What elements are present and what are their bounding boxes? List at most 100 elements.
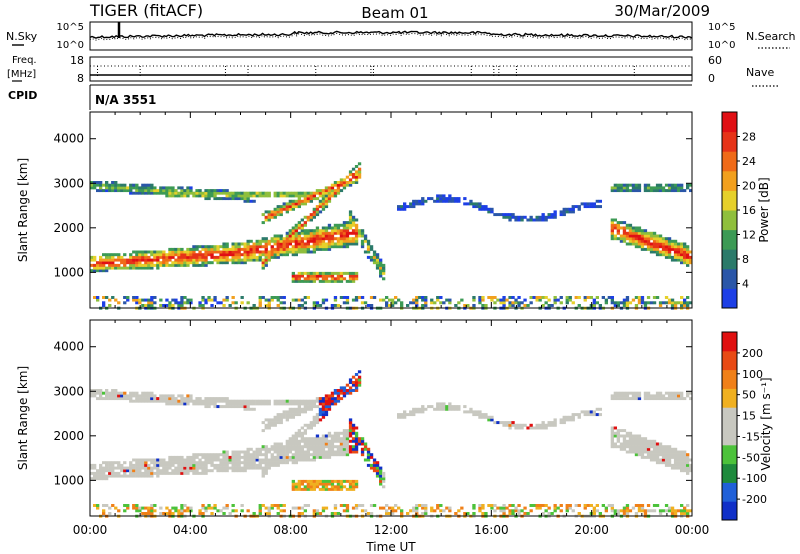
heatmap-cell [291,245,296,249]
heatmap-cell [348,429,353,433]
heatmap-cell [306,231,311,235]
heatmap-cell [619,183,624,187]
heatmap-cell [670,258,675,262]
heatmap-cell [207,453,211,457]
heatmap-cell [502,213,506,217]
heatmap-cell [351,479,356,483]
heatmap-cell [165,394,169,398]
heatmap-cell [421,504,425,507]
heatmap-cell [219,261,223,265]
heatmap-cell [553,504,557,507]
heatmap-cell [354,218,359,222]
heatmap-cell [354,242,359,246]
heatmap-cell [225,405,229,409]
heatmap-cell [240,197,244,201]
heatmap-cell [264,237,268,241]
heatmap-cell [204,405,208,409]
heatmap-cell [318,234,323,238]
heatmap-cell [147,506,151,510]
heatmap-cell [625,298,630,302]
heatmap-cell [216,247,220,251]
heatmap-cell [180,258,184,262]
heatmap-cell [613,394,618,398]
heatmap-cell [189,466,193,470]
heatmap-cell [321,301,326,305]
heatmap-cell [168,402,172,406]
heatmap-cell [342,277,347,281]
heatmap-cell [219,197,223,201]
heatmap-cell [294,274,299,278]
heatmap-cell [670,455,675,459]
heatmap-cell [646,189,651,193]
heatmap-cell [622,301,627,305]
heatmap-cell [315,418,320,422]
heatmap-cell [213,466,217,470]
heatmap-cell [610,301,615,305]
heatmap-cell [240,509,244,513]
heatmap-cell [327,247,332,251]
heatmap-cell [270,255,274,259]
heatmap-cell [640,504,645,507]
heatmap-cell [342,442,347,446]
heatmap-cell [321,245,326,249]
heatmap-cell [345,434,350,438]
heatmap-cell [330,450,335,454]
heatmap-cell [351,383,356,387]
colorbar-tick-label: -200 [742,493,767,506]
heatmap-cell [306,447,311,451]
heatmap-cell [276,237,280,241]
heatmap-cell [306,455,311,459]
heatmap-cell [111,471,115,475]
heatmap-cell [258,301,262,305]
heatmap-cell [312,197,317,201]
heatmap-cell [400,207,404,211]
heatmap-cell [102,397,106,401]
heatmap-cell [667,455,672,459]
heatmap-cell [300,298,305,302]
heatmap-cell [324,453,329,457]
heatmap-cell [315,197,320,201]
heatmap-cell [171,469,175,473]
heatmap-cell [270,239,274,243]
heatmap-cell [309,194,314,198]
heatmap-cell [285,413,290,417]
heatmap-cell [312,210,317,214]
heatmap-cell [625,242,630,246]
heatmap-cell [655,442,660,446]
heatmap-cell [505,421,509,425]
heatmap-cell [135,394,139,398]
heatmap-cell [207,189,211,193]
heatmap-cell [117,394,121,398]
heatmap-cell [105,477,109,481]
heatmap-cell [412,407,416,411]
heatmap-cell [538,426,542,430]
heatmap-cell [279,504,283,507]
heatmap-cell [348,271,353,275]
heatmap-cell [351,173,356,176]
heatmap-cell [297,234,302,238]
heatmap-cell [345,391,350,395]
heatmap-cell [276,304,280,307]
heatmap-cell [141,512,145,515]
heatmap-cell [683,242,687,246]
heatmap-cell [472,298,476,302]
heatmap-cell [592,509,597,513]
heatmap-cell [330,434,335,438]
heatmap-cell [622,434,627,438]
heatmap-cell [99,189,103,193]
noise-panel-frame [89,21,693,51]
heatmap-cell [279,245,283,249]
heatmap-cell [177,304,181,307]
heatmap-cell [252,402,256,406]
heatmap-cell [90,186,94,190]
heatmap-cell [637,231,642,235]
heatmap-cell [180,189,184,193]
heatmap-cell [490,298,494,302]
heatmap-cell [171,506,175,510]
heatmap-cell [162,469,166,473]
heatmap-cell [258,399,262,403]
heatmap-cell [246,461,250,465]
heatmap-cell [409,413,413,417]
heatmap-cell [348,421,353,425]
heatmap-cell [297,413,302,417]
